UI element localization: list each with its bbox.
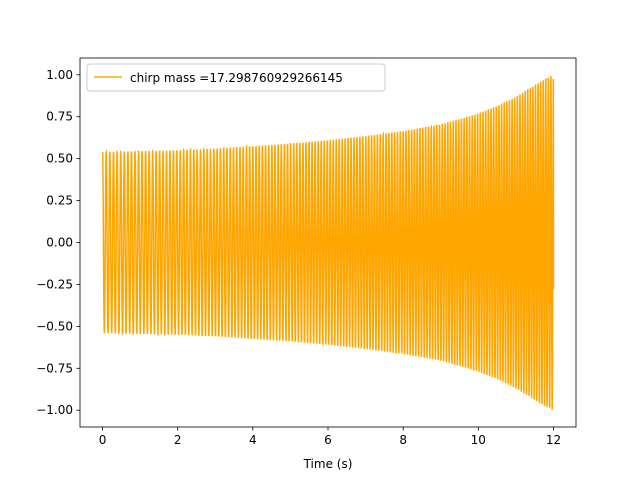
x-tick-label: 4 (249, 433, 257, 447)
y-tick-label: −1.00 (36, 403, 73, 417)
y-tick-label: −0.25 (36, 277, 73, 291)
legend: chirp mass =17.298760929266145 (86, 63, 386, 92)
legend-box (86, 63, 386, 92)
y-tick-label: 0.25 (46, 194, 73, 208)
axes-layer: 0 2 4 6 8 10 12 1.00 0.75 0.50 0.25 0.00 −0.25 −0.50 −… (36, 57, 577, 447)
x-tick-label: 0 (99, 433, 107, 447)
x-tick-label: 10 (471, 433, 486, 447)
series-line (101, 76, 555, 410)
x-axis-label: Time (s) (303, 457, 353, 471)
y-tick-label: −0.50 (36, 319, 73, 333)
x-tick-label: 2 (174, 433, 182, 447)
legend-label: chirp mass =17.298760929266145 (130, 71, 343, 85)
x-tick-label: 8 (399, 433, 407, 447)
y-tick-label: −0.75 (36, 361, 73, 375)
x-tick-label: 6 (324, 433, 332, 447)
y-tick-label: 0.00 (46, 236, 73, 250)
x-tick-label: 12 (546, 433, 561, 447)
y-tick-label: 1.00 (46, 68, 73, 82)
y-tick-label: 0.75 (46, 110, 73, 124)
y-tick-label: 0.50 (46, 152, 73, 166)
plot-layer (101, 76, 555, 410)
